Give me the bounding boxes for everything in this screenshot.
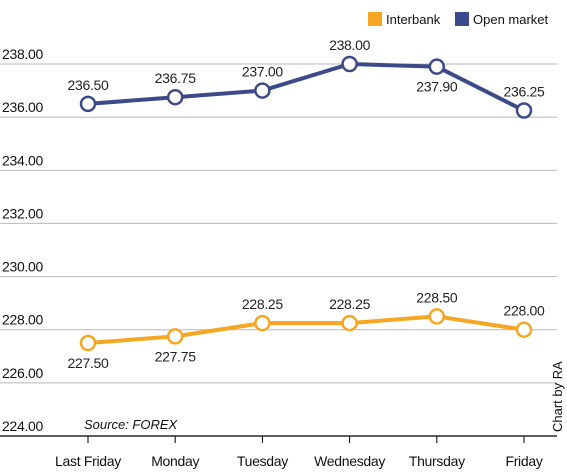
x-axis-labels: Last Friday Monday Tuesday Wednesday Thursda… <box>55 436 543 469</box>
y-tick-label: 224.00 <box>2 418 44 434</box>
data-label-open-market: 237.90 <box>416 79 458 95</box>
x-tick-label: Wednesday <box>314 453 385 469</box>
y-tick-label: 226.00 <box>2 365 44 381</box>
y-tick-label: 236.00 <box>2 99 44 115</box>
chart-credit: Chart by RA <box>550 361 565 432</box>
legend-label-open-market: Open market <box>473 12 549 27</box>
data-label-interbank: 228.00 <box>503 303 545 319</box>
data-point-open-market <box>428 58 446 75</box>
y-tick-label: 234.00 <box>2 152 44 168</box>
legend: Interbank Open market <box>368 12 549 27</box>
series-line-open-market <box>87 62 525 113</box>
x-tick-label: Monday <box>151 453 199 469</box>
y-tick-label: 232.00 <box>2 205 44 221</box>
data-label-open-market: 236.25 <box>503 84 545 100</box>
data-point-interbank <box>79 334 97 352</box>
data-point-open-market <box>79 95 97 113</box>
series-line-interbank <box>87 314 525 345</box>
data-point-open-market <box>341 55 358 73</box>
data-label-interbank: 227.50 <box>67 355 109 371</box>
data-point-interbank <box>341 314 358 332</box>
data-label-open-market: 238.00 <box>329 37 371 53</box>
x-tick-label: Tuesday <box>237 453 288 469</box>
y-tick-label: 228.00 <box>2 312 44 328</box>
data-point-open-market <box>254 82 271 99</box>
source-note: Source: FOREX <box>84 417 179 432</box>
legend-swatch-open-market <box>455 12 469 26</box>
data-label-interbank: 227.75 <box>155 348 197 364</box>
data-label-open-market: 236.75 <box>155 70 197 86</box>
data-point-interbank <box>515 321 533 338</box>
data-point-open-market <box>515 102 533 119</box>
data-point-open-market <box>166 88 184 106</box>
y-tick-label: 230.00 <box>2 259 44 275</box>
y-tick-label: 238.00 <box>2 46 44 62</box>
data-point-interbank <box>254 314 271 332</box>
data-label-open-market: 236.50 <box>67 77 109 93</box>
data-label-interbank: 228.25 <box>242 296 284 312</box>
data-point-interbank <box>166 328 184 345</box>
data-label-interbank: 228.50 <box>416 289 458 305</box>
legend-swatch-interbank <box>368 12 382 26</box>
x-tick-label: Thursday <box>409 453 465 469</box>
grid <box>0 63 557 437</box>
x-tick-label: Friday <box>505 453 542 469</box>
x-tick-label: Last Friday <box>55 453 121 469</box>
data-label-interbank: 228.25 <box>329 296 371 312</box>
y-axis-ticks: 224.00 226.00 228.00 230.00 232.00 234.00 236.… <box>2 46 44 434</box>
data-label-open-market: 237.00 <box>242 64 284 80</box>
series-group: 227.50 227.75 228.25 228.25 228.50 228.00 236.… <box>67 37 545 371</box>
data-point-interbank <box>428 308 446 325</box>
legend-label-interbank: Interbank <box>386 12 441 27</box>
